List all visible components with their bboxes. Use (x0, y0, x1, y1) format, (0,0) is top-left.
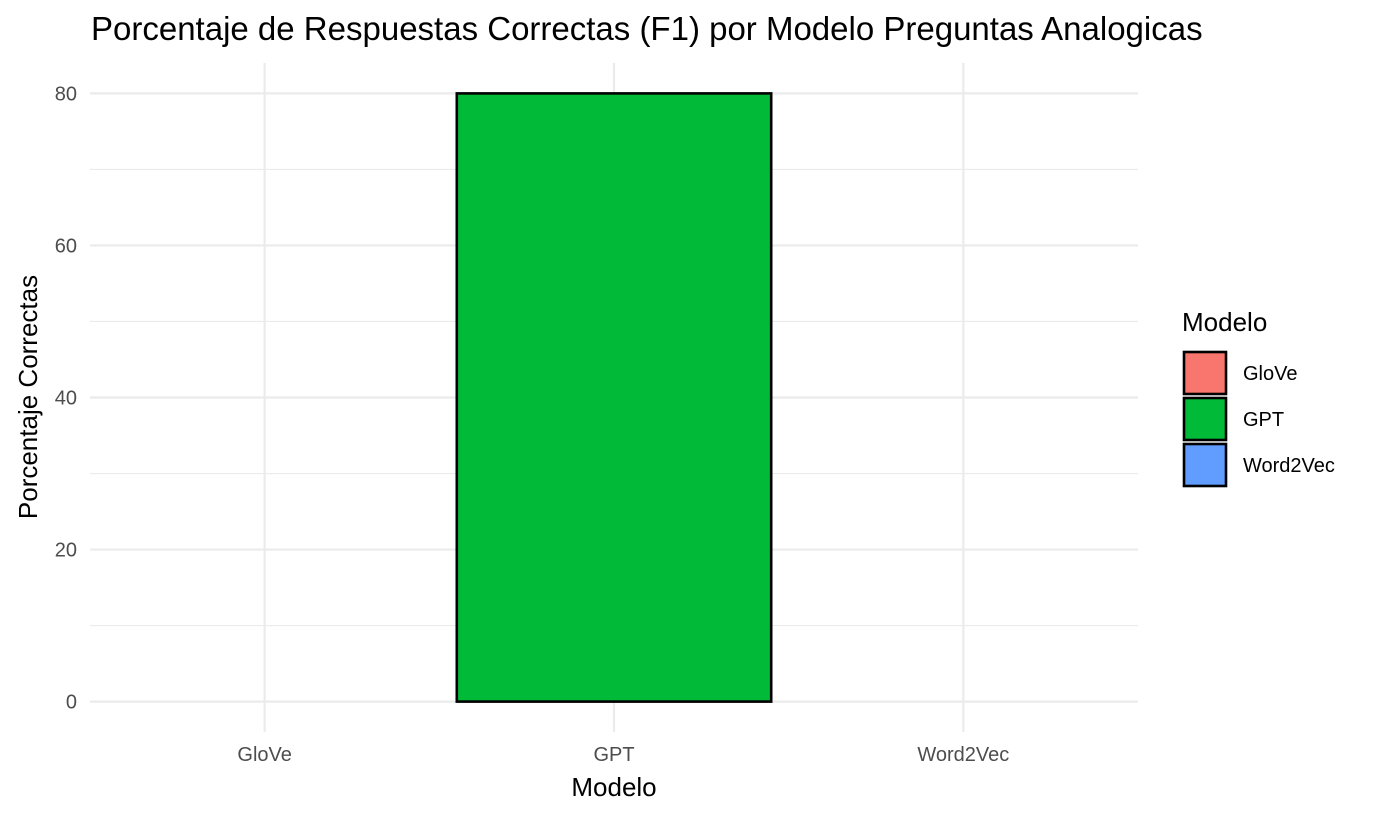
x-tick-label-glove: GloVe (237, 744, 291, 766)
y-tick-label-40: 40 (55, 388, 77, 410)
chart-title: Porcentaje de Respuestas Correctas (F1) … (91, 10, 1203, 47)
legend-key-glove (1182, 350, 1228, 396)
y-tick-label-20: 20 (55, 540, 77, 562)
x-tick-label-gpt: GPT (593, 744, 634, 766)
legend-label-glove: GloVe (1243, 363, 1297, 385)
x-tick-label-word2vec: Word2Vec (917, 744, 1009, 766)
y-tick-label-0: 0 (66, 692, 77, 714)
ticks-layer: 0 20 40 60 80 GloVe GPT Word2Vec (55, 83, 1010, 766)
legend-title: Modelo (1182, 307, 1267, 337)
x-axis-title: Modelo (571, 772, 656, 802)
legend-label-gpt: GPT (1243, 409, 1284, 431)
bars-layer (455, 92, 773, 703)
y-tick-label-60: 60 (55, 235, 77, 257)
legend-key-gpt (1182, 396, 1228, 442)
y-tick-label-80: 80 (55, 83, 77, 105)
legend-label-word2vec: Word2Vec (1243, 455, 1335, 477)
legend-key-word2vec (1182, 442, 1228, 488)
bar-gpt (455, 92, 773, 703)
legend: Modelo GloVe GPT Word2Vec (1182, 307, 1335, 488)
y-axis-title: Porcentaje Correctas (13, 275, 43, 519)
